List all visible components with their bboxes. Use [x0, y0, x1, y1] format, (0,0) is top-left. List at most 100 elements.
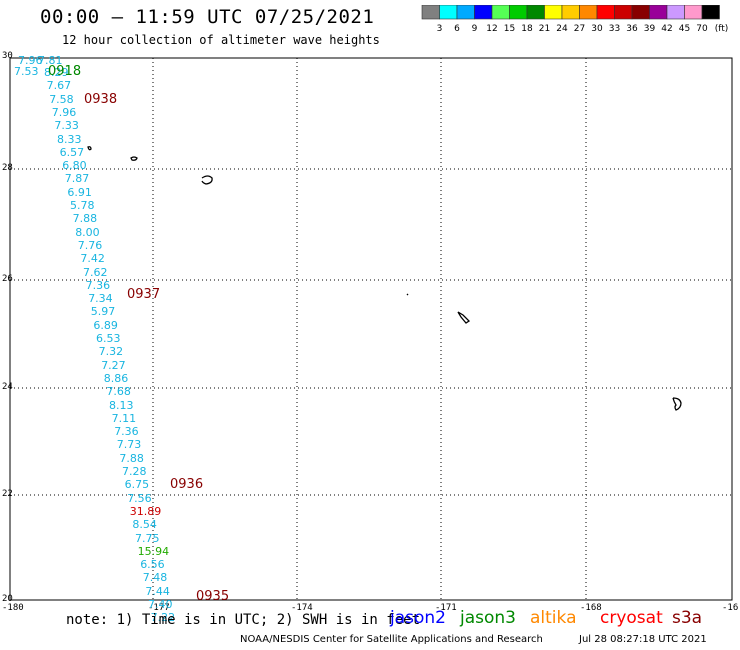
legend-scale: 3 6 9 12 15 18 21 24 27 30 33 36 39 42 45 70 (ft) [421, 5, 729, 34]
wave-height-label: 8.54 [132, 518, 157, 532]
wave-height-label: 15.94 [137, 544, 170, 558]
wave-height-label: 6.91 [67, 185, 92, 199]
legend-label: 24 [556, 24, 568, 34]
wave-height-label: 7.73 [116, 438, 142, 452]
wave-height-label: 7.62 [83, 265, 108, 279]
x-tick-label: -168 [580, 603, 602, 613]
pass-time-label: 0918 [48, 64, 82, 79]
wave-height-label: 7.34 [88, 292, 113, 306]
wave-height-label: 7.67 [46, 79, 72, 93]
y-tick-label: 24 [2, 382, 13, 392]
wave-height-label: 7.42 [80, 252, 105, 266]
pass-time-label: 0937 [127, 287, 161, 302]
legend-label: 9 [472, 24, 478, 34]
wave-height-label: 7.11 [111, 411, 137, 425]
legend-label: 70 [696, 24, 708, 34]
wave-height-label: 7.75 [135, 531, 160, 545]
legend-label: 30 [591, 24, 603, 34]
wave-height-label: 6.57 [59, 145, 85, 159]
island-outline [201, 175, 213, 185]
island-outline [672, 397, 682, 411]
x-tick-label: -16 [722, 603, 739, 613]
legend-label: 33 [609, 24, 620, 34]
page-subtitle: 12 hour collection of altimeter wave hei… [62, 33, 380, 47]
wave-height-label: 8.33 [57, 132, 82, 146]
page-title: 00:00 — 11:59 UTC 07/25/2021 [40, 6, 375, 28]
legend-swatch [701, 5, 720, 20]
wave-height-label: 6.75 [124, 478, 150, 492]
wave-height-label: 7.76 [77, 238, 103, 252]
legend-label: 39 [644, 24, 656, 34]
wave-height-label: 5.97 [90, 305, 116, 319]
color-legend: 3 6 9 12 15 18 21 24 27 30 33 36 39 42 45 70 (ft) [421, 5, 733, 35]
wave-height-label: 6.80 [62, 159, 87, 173]
wave-height-label: 7.36 [114, 425, 139, 439]
credit-text: NOAA/NESDIS Center for Satellite Applica… [240, 634, 543, 645]
wave-height-label: 7.81 [38, 54, 63, 67]
legend-label: 45 [679, 24, 690, 34]
satellite-name: jason3 [460, 608, 516, 628]
legend-label: 42 [661, 24, 672, 34]
wave-height-label: 7.27 [101, 358, 126, 372]
pass-time-label: 0938 [84, 92, 118, 107]
wave-height-label: 8.00 [75, 225, 100, 239]
wave-height-label: 7.88 [72, 212, 98, 226]
y-tick-label: 26 [2, 274, 13, 284]
wave-height-label: 8.86 [103, 371, 129, 385]
wave-height-label: 7.56 [127, 491, 152, 505]
wave-height-label: 31.89 [129, 504, 162, 518]
legend-label: 6 [454, 24, 460, 34]
satellite-name: s3a [672, 608, 703, 628]
x-tick-label: -174 [291, 603, 313, 613]
wave-height-label: 5.78 [70, 199, 95, 212]
wave-height-label: 7.87 [64, 172, 90, 186]
island-outline [406, 293, 409, 296]
legend-label: 3 [437, 24, 443, 34]
wave-height-label: 7.33 [54, 119, 79, 133]
wave-height-label: 7.58 [49, 92, 74, 106]
satellite-name: jason2 [390, 608, 446, 628]
wave-height-label: 7.48 [142, 571, 168, 585]
x-tick-label: -171 [435, 603, 457, 613]
wave-height-label: 6.89 [93, 318, 118, 332]
y-tick-label: 28 [2, 163, 13, 173]
y-tick-label: 20 [2, 594, 13, 604]
pass-time-label: 0936 [170, 477, 204, 492]
wave-height-label: 7.22 [150, 611, 176, 625]
wave-height-label: 8.29 [44, 66, 69, 79]
legend-label: 15 [504, 24, 515, 34]
generated-timestamp: Jul 28 08:27:18 UTC 2021 [579, 634, 707, 645]
wave-height-label: 7.96 [51, 105, 77, 119]
map-grid [9, 57, 733, 601]
island-outlines [87, 146, 682, 411]
wave-height-label: 7.44 [145, 584, 170, 598]
legend-label: 27 [574, 24, 585, 34]
wave-height-label: 7.68 [106, 385, 131, 399]
wave-height-label: 7.88 [119, 451, 144, 465]
legend-label: 21 [539, 24, 550, 34]
x-tick-label: -177 [148, 603, 170, 613]
wave-height-label: 7.96 [18, 54, 43, 67]
legend-unit: (ft) [715, 24, 729, 34]
island-outline [87, 146, 92, 151]
wave-height-label: 8.13 [109, 398, 134, 412]
footnote: note: 1) Time is in UTC; 2) SWH is in fe… [66, 612, 421, 628]
satellite-name: cryosat [600, 608, 663, 628]
legend-label: 18 [521, 24, 533, 34]
wave-height-label: 7.40 [148, 598, 173, 611]
wave-height-label: 6.56 [140, 558, 165, 572]
legend-label: 12 [486, 24, 497, 34]
wave-height-label: 7.32 [98, 345, 124, 359]
y-tick-label: 22 [2, 489, 13, 499]
wave-height-label: 6.53 [96, 332, 121, 345]
legend-label: 36 [626, 24, 638, 34]
wave-height-label: 7.36 [85, 278, 111, 292]
y-tick-label: 30 [2, 51, 13, 61]
wave-height-label: 7.53 [14, 65, 39, 78]
pass-time-label: 0935 [196, 589, 230, 604]
x-tick-label: -180 [2, 603, 24, 613]
island-outline [457, 311, 471, 324]
map-frame [9, 57, 733, 601]
